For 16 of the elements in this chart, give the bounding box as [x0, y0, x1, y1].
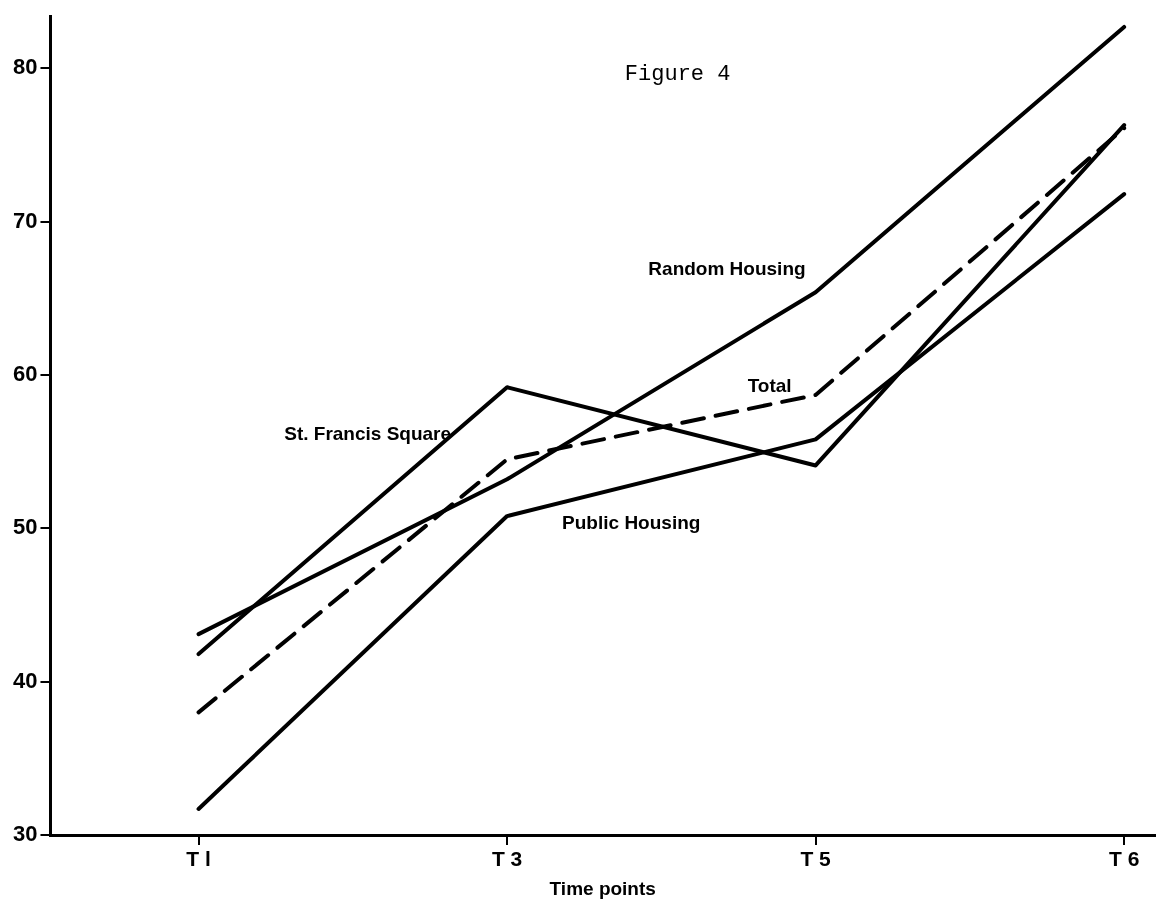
y-tick-label: 40: [12, 667, 38, 693]
series-label: St. Francis Square: [284, 422, 452, 444]
y-tick-label: 70: [12, 207, 38, 233]
y-tick-label: 30: [12, 821, 38, 847]
x-axis-title: Time points: [549, 877, 656, 899]
text: Figure 4: [624, 62, 731, 88]
x-tick-label: T 6: [1108, 847, 1140, 871]
series-label: Random Housing: [648, 258, 806, 280]
y-tick-label: 80: [12, 54, 38, 80]
x-tick-label: T 3: [491, 847, 523, 871]
series-label: Total: [747, 375, 792, 397]
x-tick-label: T l: [186, 847, 211, 871]
series-label: Public Housing: [562, 512, 701, 534]
x-tick-label: T 5: [800, 847, 832, 871]
y-tick-label: 50: [12, 514, 38, 540]
y-tick-label: 60: [12, 361, 38, 387]
